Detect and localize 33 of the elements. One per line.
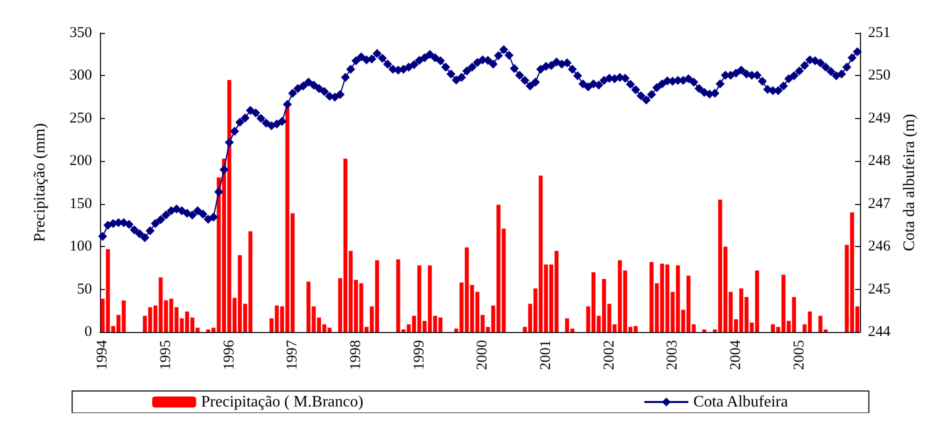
x-tick-label: 2002 <box>601 340 618 370</box>
legend-label: Precipitação ( M.Branco) <box>201 394 364 410</box>
bar <box>702 329 706 332</box>
y2-tick-label: 249 <box>868 110 890 126</box>
y2-tick-label: 245 <box>868 281 890 298</box>
y-tick-label: 0 <box>84 324 92 340</box>
x-tick-label: 2000 <box>474 340 491 370</box>
y2-tick-label: 248 <box>868 153 890 170</box>
x-tick-label: 1998 <box>348 340 364 370</box>
x-tick-label: 1999 <box>411 340 428 370</box>
y-tick-label: 50 <box>77 281 92 298</box>
y-tick-label: 100 <box>70 238 92 255</box>
x-tick-label: 1996 <box>221 340 238 370</box>
y2-tick-label: 251 <box>868 25 890 41</box>
y2-tick-label: 250 <box>868 68 890 84</box>
y-tick-label: 350 <box>70 25 92 41</box>
x-tick-label: 2003 <box>664 340 681 370</box>
y2-tick-label: 244 <box>868 324 891 340</box>
x-tick-label: 1994 <box>94 340 111 370</box>
y-axis-title: Precipitação (mm) <box>32 123 48 242</box>
y-tick-label: 150 <box>70 196 92 212</box>
y-tick-label: 300 <box>70 68 92 84</box>
x-tick-label: 1995 <box>158 340 174 370</box>
y2-tick-label: 246 <box>868 238 891 255</box>
y2-axis-title: Cota da albufeira (m) <box>900 114 918 252</box>
y-tick-label: 200 <box>70 153 92 170</box>
y-tick-label: 250 <box>70 110 92 126</box>
x-tick-label: 1997 <box>284 340 301 370</box>
legend-label: Cota Albufeira <box>693 394 788 410</box>
y2-tick-label: 247 <box>868 196 891 212</box>
x-tick-label: 2001 <box>538 340 554 370</box>
x-tick-label: 2005 <box>791 340 808 370</box>
x-tick-label: 2004 <box>728 340 744 370</box>
